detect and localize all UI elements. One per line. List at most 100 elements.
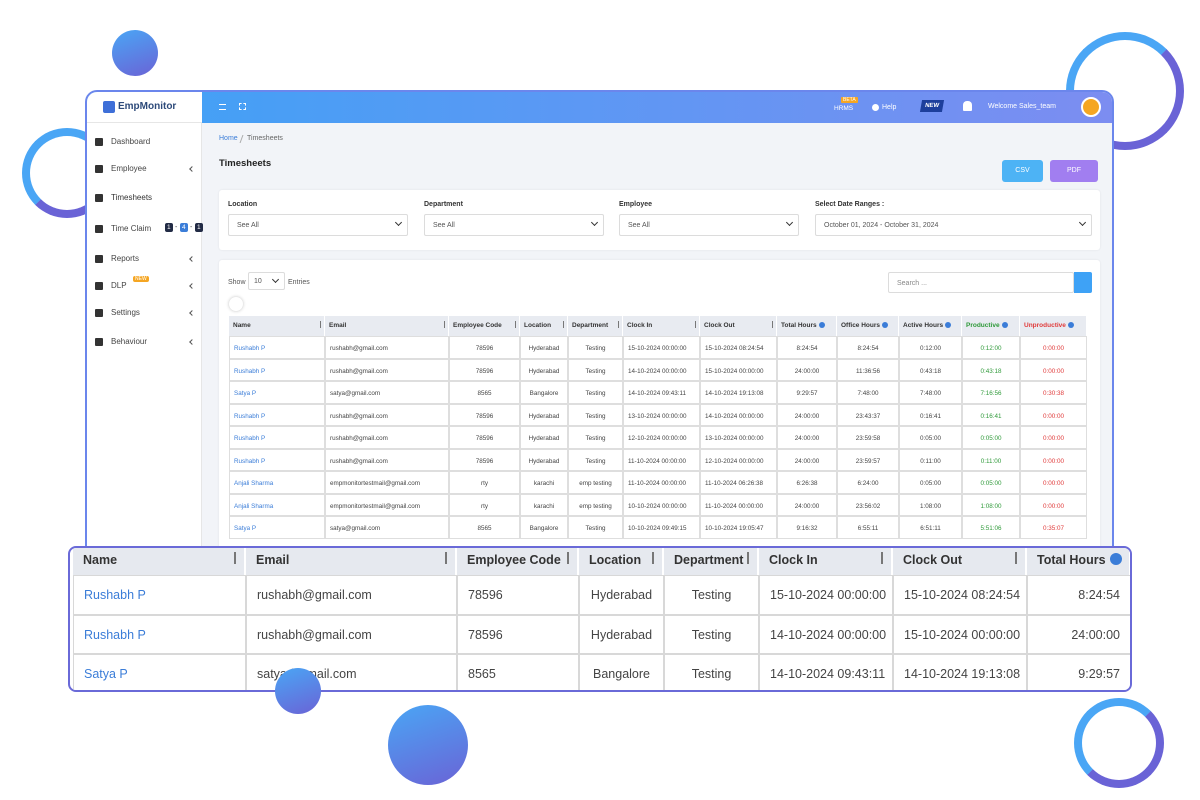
table-cell: 14-10-2024 00:00:00 [623,358,700,381]
nav-label: Timesheets [111,193,153,203]
welcome-text: Welcome Sales_team [988,103,1056,110]
breadcrumb-link[interactable]: Home [219,135,238,142]
nav-item[interactable]: Dashboard [95,137,150,146]
column-header[interactable]: Email [325,316,449,336]
help-link[interactable]: Help [882,104,897,111]
table-cell[interactable]: Anjali Sharma [229,471,325,494]
column-header[interactable]: Active Hours [899,316,962,336]
table-cell: 6:24:00 [837,471,899,494]
column-header[interactable]: Email [246,548,457,576]
sort-icon[interactable] [695,321,696,328]
table-cell: 8565 [457,654,579,690]
table-cell: 0:11:00 [899,448,962,471]
sort-icon[interactable] [881,552,883,564]
column-header[interactable]: Location [520,316,568,336]
column-header[interactable]: Department [664,548,759,576]
sort-icon[interactable] [444,321,445,328]
table-cell[interactable]: Rushabh P [229,448,325,471]
page-size-select[interactable]: 10 [248,272,285,290]
hrms-link[interactable]: HRMS [834,105,854,112]
sort-icon[interactable] [772,321,773,328]
nav-item[interactable]: Employee [95,164,147,173]
column-header[interactable]: Department [568,316,623,336]
table-cell[interactable]: Satya P [229,516,325,539]
column-toggle[interactable] [229,297,243,311]
menu-icon[interactable] [219,104,226,110]
nav-item[interactable]: Reports [95,254,139,263]
table-cell[interactable]: Rushabh P [73,575,246,615]
page-size: 10 [254,278,262,285]
table-cell[interactable]: Satya P [229,381,325,404]
filter-select[interactable]: See All [619,214,799,236]
export-button[interactable]: PDF [1050,160,1098,182]
column-header[interactable]: Employee Code [457,548,579,576]
column-header[interactable]: Location [579,548,664,576]
table-cell[interactable]: Satya P [73,654,246,690]
table-cell: 78596 [449,358,520,381]
table-cell: 12-10-2024 00:00:00 [700,448,777,471]
sort-icon[interactable] [618,321,619,328]
column-header[interactable]: Total Hours [1027,548,1130,576]
table-cell: 14-10-2024 19:13:08 [893,654,1027,690]
search-button[interactable] [1074,272,1092,293]
table-cell: karachi [520,471,568,494]
sort-icon[interactable] [515,321,516,328]
column-header[interactable]: Name [73,548,246,576]
table-cell: emp testing [568,493,623,516]
column-label: Clock Out [704,322,735,329]
sort-icon[interactable] [747,552,749,564]
table-cell[interactable]: Rushabh P [229,403,325,426]
nav-item[interactable]: Timesheets [95,193,152,202]
filter-label: Employee [619,201,653,208]
sort-icon[interactable] [234,552,236,564]
filter-select[interactable]: October 01, 2024 - October 31, 2024 [815,214,1092,236]
nav-item[interactable]: Behaviour [95,337,147,346]
export-button[interactable]: CSV [1002,160,1043,182]
table-cell: 24:00:00 [1027,615,1130,654]
table-cell: 10-10-2024 00:00:00 [623,493,700,516]
claim-badge: 4 [180,223,188,232]
table-cell: 78596 [449,403,520,426]
table-cell[interactable]: Rushabh P [73,615,246,654]
table-cell: 6:51:11 [899,516,962,539]
sort-icon[interactable] [445,552,447,564]
column-label: Department [572,322,609,329]
table-cell: 0:05:00 [962,426,1020,449]
column-header[interactable]: Productive [962,316,1020,336]
table-cell[interactable]: Rushabh P [229,336,325,359]
fullscreen-icon[interactable] [239,103,246,110]
sort-icon[interactable] [652,552,654,564]
nav-item[interactable]: DLP NEW [95,276,149,290]
notification-icon[interactable] [963,101,972,111]
column-header[interactable]: Clock In [759,548,893,576]
search-input[interactable]: Search ... [888,272,1074,293]
sort-icon[interactable] [1015,552,1017,564]
sort-icon[interactable] [320,321,321,328]
nav-item[interactable]: Time Claim 1-4-1 [95,223,203,233]
column-header[interactable]: Clock Out [700,316,777,336]
logo[interactable]: EmpMonitor [87,92,202,123]
table-cell[interactable]: Rushabh P [229,426,325,449]
claim-badge: 1 [195,223,203,232]
filter-select[interactable]: See All [424,214,604,236]
table-cell: empmonitortestmail@gmail.com [325,493,449,516]
column-header[interactable]: Name [229,316,325,336]
column-header[interactable]: Total Hours [777,316,837,336]
table-cell: 0:35:07 [1020,516,1087,539]
sort-icon[interactable] [563,321,564,328]
table-cell: 15-10-2024 00:00:00 [893,615,1027,654]
nav-item[interactable]: Settings [95,308,140,317]
table-cell: rushabh@gmail.com [325,426,449,449]
avatar[interactable] [1081,97,1101,117]
table-cell[interactable]: Rushabh P [229,358,325,381]
column-header[interactable]: Office Hours [837,316,899,336]
column-header[interactable]: Unproductive [1020,316,1087,336]
new-badge[interactable]: NEW [919,100,945,112]
column-header[interactable]: Employee Code [449,316,520,336]
table-cell[interactable]: Anjali Sharma [229,493,325,516]
filter-select[interactable]: See All [228,214,408,236]
column-header[interactable]: Clock Out [893,548,1027,576]
sort-icon[interactable] [567,552,569,564]
column-header[interactable]: Clock In [623,316,700,336]
